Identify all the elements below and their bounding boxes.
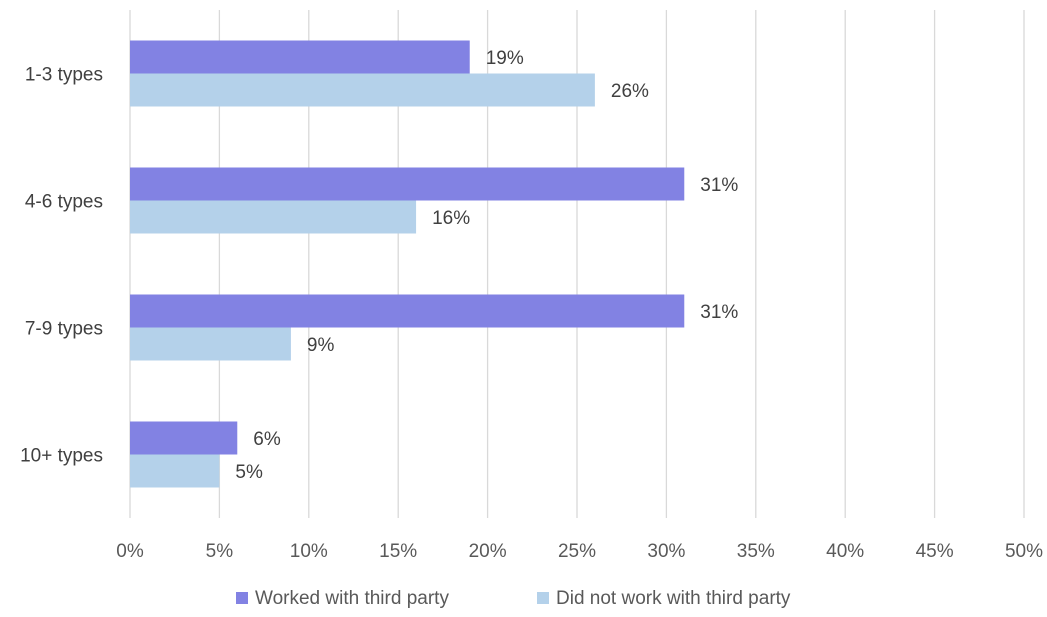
data-label: 9% (307, 335, 335, 356)
legend-label: Did not work with third party (556, 588, 791, 609)
x-tick-label: 40% (826, 541, 864, 562)
bar (130, 73, 595, 107)
x-tick-label: 5% (206, 541, 234, 562)
category-label: 7-9 types (25, 319, 103, 340)
bar (130, 454, 220, 488)
x-tick-label: 15% (379, 541, 417, 562)
x-tick-label: 0% (116, 541, 144, 562)
data-label: 19% (486, 48, 524, 69)
data-label: 6% (253, 429, 281, 450)
bar (130, 327, 291, 361)
data-label: 31% (700, 302, 738, 323)
category-label: 1-3 types (25, 65, 103, 86)
x-tick-label: 20% (469, 541, 507, 562)
bar (130, 200, 417, 234)
legend-label: Worked with third party (255, 588, 449, 609)
data-label: 16% (432, 208, 470, 229)
legend-swatch (236, 592, 248, 604)
category-label: 4-6 types (25, 192, 103, 213)
x-tick-label: 35% (737, 541, 775, 562)
data-label: 31% (700, 175, 738, 196)
bar (130, 40, 470, 74)
bar (130, 294, 685, 328)
category-label: 10+ types (20, 446, 103, 467)
legend-swatch (537, 592, 549, 604)
x-tick-label: 45% (916, 541, 954, 562)
x-tick-label: 30% (647, 541, 685, 562)
bar (130, 421, 238, 455)
x-tick-label: 10% (290, 541, 328, 562)
data-label: 26% (611, 81, 649, 102)
data-label: 5% (235, 462, 263, 483)
x-tick-label: 50% (1005, 541, 1043, 562)
bar (130, 167, 685, 201)
x-tick-label: 25% (558, 541, 596, 562)
